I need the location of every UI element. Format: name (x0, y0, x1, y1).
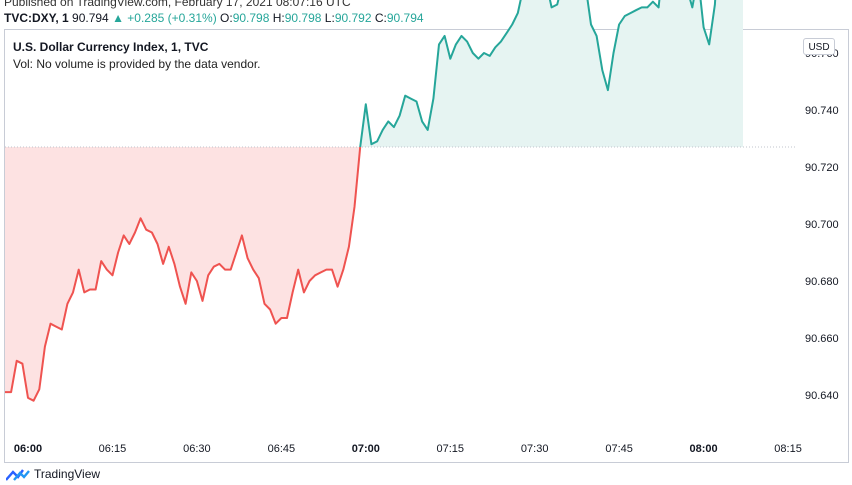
up-series-line (359, 0, 717, 148)
y-tick-label: 90.700 (805, 219, 839, 231)
chart-frame (4, 29, 849, 463)
up-area (360, 0, 744, 148)
last-price: 90.794 (72, 11, 109, 25)
tradingview-logo-icon (6, 469, 30, 481)
x-tick-label: 08:15 (774, 443, 802, 455)
high-value: 90.798 (284, 11, 322, 25)
ohlc-legend: TVC:DXY, 1 90.794 ▲ +0.285 (+0.31%) O:90… (4, 11, 424, 25)
x-tick-label: 07:15 (436, 443, 464, 455)
change-label: ▲ +0.285 (+0.31%) (112, 11, 217, 25)
currency-button[interactable]: USD (803, 38, 835, 55)
y-tick-label: 90.740 (805, 105, 839, 117)
close-label: C: (374, 11, 387, 25)
down-area (5, 147, 361, 401)
y-tick-label: 90.640 (805, 390, 839, 402)
x-tick-label: 07:00 (352, 443, 380, 455)
x-tick-label: 06:45 (268, 443, 296, 455)
x-tick-label: 06:15 (99, 443, 127, 455)
open-label: O: (220, 11, 233, 25)
symbol-label[interactable]: TVC:DXY, 1 (4, 11, 69, 25)
tradingview-brand[interactable]: TradingView (6, 467, 100, 481)
volume-note: Vol: No volume is provided by the data v… (13, 57, 261, 71)
y-tick-label: 90.680 (805, 276, 839, 288)
low-label: L: (324, 11, 335, 25)
close-value: 90.794 (386, 11, 424, 25)
x-tick-label: 07:30 (521, 443, 549, 455)
y-tick-label: 90.660 (805, 333, 839, 345)
x-tick-label: 06:30 (183, 443, 211, 455)
x-tick-label: 08:00 (690, 443, 718, 455)
chart-title: U.S. Dollar Currency Index, 1, TVC (13, 40, 209, 54)
open-value: 90.798 (232, 11, 270, 25)
low-value: 90.792 (334, 11, 372, 25)
x-tick-label: 06:00 (14, 443, 42, 455)
high-label: H: (272, 11, 285, 25)
down-series-line (5, 146, 362, 402)
y-tick-label: 90.720 (805, 162, 839, 174)
published-caption: Published on TradingView.com, February 1… (4, 0, 351, 9)
x-tick-label: 07:45 (605, 443, 633, 455)
brand-label: TradingView (34, 467, 101, 481)
